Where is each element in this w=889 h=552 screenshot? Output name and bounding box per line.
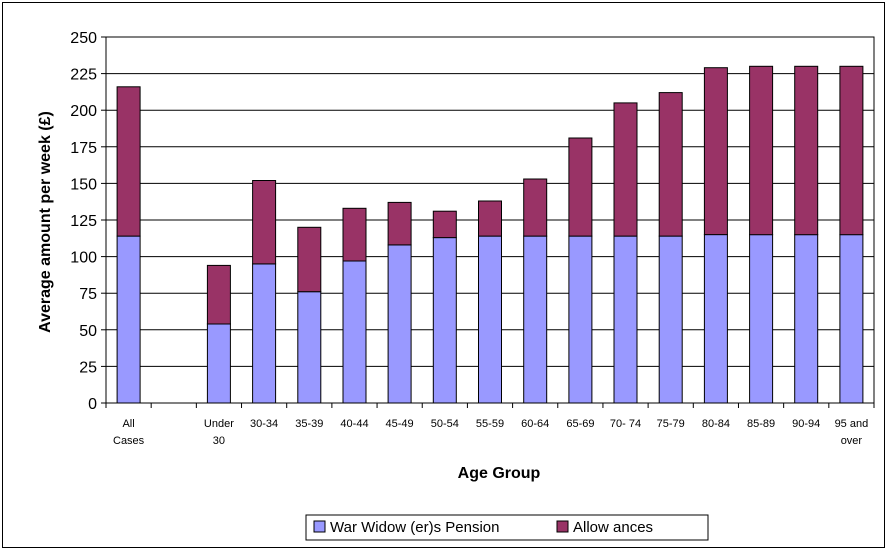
bar-allowances	[568, 137, 593, 237]
y-tick-label: 200	[70, 103, 97, 120]
y-tick-label: 25	[79, 359, 97, 376]
x-tick-label: Cases	[113, 435, 145, 447]
x-tick-label: 55-59	[476, 418, 504, 430]
x-tick-label: 75-79	[657, 418, 685, 430]
bar-pension	[342, 260, 367, 404]
bar-pension	[523, 235, 548, 404]
x-tick-labels: All Cases Under 30 30-34 35-39 40-44 45-49 50-54…	[113, 418, 868, 447]
x-tick-label: 85-89	[747, 418, 775, 430]
bar-pension	[703, 234, 728, 404]
bar-pension	[839, 234, 864, 404]
bar-allowances	[432, 210, 457, 239]
y-tick-label: 75	[79, 286, 97, 303]
y-tick-label: 0	[88, 396, 97, 413]
y-tick-label: 225	[70, 67, 97, 84]
bar-pension	[432, 237, 457, 404]
legend-label-pension: War Widow (er)s Pension	[330, 519, 499, 536]
y-tick-label: 125	[70, 213, 97, 230]
bar-pension	[658, 235, 683, 404]
x-tick-label: 65-69	[566, 418, 594, 430]
y-tick-label: 150	[70, 176, 97, 193]
x-tick-label: 40-44	[340, 418, 368, 430]
x-tick-label: Under	[204, 418, 234, 430]
bar-pension	[206, 323, 231, 404]
bar-pension	[749, 234, 774, 404]
bar-pension	[794, 234, 819, 404]
legend-swatch-allowances	[556, 520, 569, 533]
bar-allowances	[703, 67, 728, 236]
y-tick-label: 175	[70, 140, 97, 157]
bar-allowances	[206, 264, 231, 325]
bar-allowances	[342, 207, 367, 262]
bar-allowances	[116, 86, 141, 237]
bar-pension	[116, 235, 141, 404]
y-tick-label: 50	[79, 323, 97, 340]
bar-pension	[613, 235, 638, 404]
x-tick-label: All	[122, 418, 134, 430]
bars	[116, 65, 864, 404]
bar-pension	[387, 244, 412, 404]
bar-allowances	[749, 65, 774, 236]
bar-allowances	[658, 92, 683, 237]
legend-swatch-pension	[313, 520, 326, 533]
bar-pension	[478, 235, 502, 404]
x-axis-label: Age Group	[458, 465, 541, 482]
legend: War Widow (er)s Pension Allow ances	[305, 514, 709, 541]
bar-pension	[568, 235, 593, 404]
x-tick-label: 70- 74	[610, 418, 641, 430]
x-tick-label: 30-34	[250, 418, 278, 430]
x-tick-label: 60-64	[521, 418, 549, 430]
y-tick-label: 100	[70, 250, 97, 267]
bar-allowances	[839, 65, 864, 236]
bar-allowances	[297, 226, 322, 293]
x-tick-label: 90-94	[792, 418, 820, 430]
bar-allowances	[387, 201, 412, 246]
x-tick-label: 95 and	[835, 418, 869, 430]
bar-allowances	[613, 102, 638, 237]
bar-allowances	[523, 178, 548, 237]
y-axis-label: Average amount per week (£)	[37, 111, 54, 333]
bar-pension	[297, 291, 322, 404]
x-tick-label: 80-84	[702, 418, 730, 430]
legend-box	[305, 514, 709, 541]
y-tick-label: 250	[70, 30, 97, 47]
x-tick-label: 35-39	[295, 418, 323, 430]
bar-allowances	[252, 180, 277, 265]
bar-allowances	[794, 65, 819, 236]
bar-pension	[252, 263, 277, 404]
y-tick-labels: 0 25 50 75 100 125 150 175 200 225 250	[70, 30, 97, 413]
axes	[105, 36, 875, 408]
x-tick-label: 45-49	[386, 418, 414, 430]
x-tick-label: over	[841, 435, 863, 447]
x-tick-label: 30	[213, 435, 225, 447]
bar-allowances	[478, 200, 502, 237]
legend-label-allowances: Allow ances	[573, 519, 653, 536]
x-tick-label: 50-54	[431, 418, 459, 430]
plot-area-border	[105, 36, 875, 404]
